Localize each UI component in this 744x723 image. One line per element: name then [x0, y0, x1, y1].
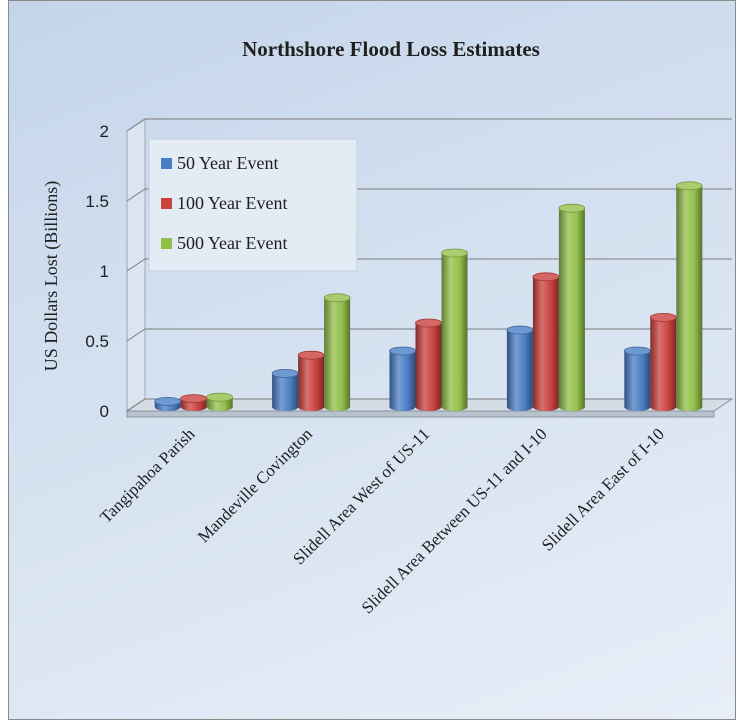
y-axis-label: US Dollars Lost (Billions) [41, 181, 62, 372]
bar [206, 392, 234, 411]
legend: 50 Year Event 100 Year Event 500 Year Even… [148, 138, 358, 272]
legend-box [148, 138, 358, 272]
bar [297, 350, 325, 411]
chart-title: Northshore Flood Loss Estimates [242, 37, 540, 61]
y-tick-label: 0.5 [85, 332, 109, 351]
y-axis-ticks: 0 0.5 1 1.5 2 [85, 122, 109, 421]
y-tick-label: 1.5 [85, 192, 109, 211]
gridline [126, 188, 732, 202]
chart-frame: Northshore Flood Loss Estimates 0 0.5 1 1.5… [8, 0, 736, 720]
bar [623, 346, 651, 411]
legend-item: 50 Year Event [161, 153, 279, 173]
y-tick-label: 1 [100, 262, 109, 281]
x-tick-label: Slidell Area West of US-11 [289, 424, 433, 568]
x-tick-label: Slidell Area East of I-10 [538, 424, 668, 554]
legend-item: 500 Year Event [161, 233, 288, 253]
bars [154, 181, 703, 411]
bar [323, 293, 351, 411]
bar [558, 203, 586, 411]
bar [415, 318, 442, 411]
flood-loss-chart: Northshore Flood Loss Estimates 0 0.5 1 1.5… [41, 37, 734, 617]
floor-edge [126, 410, 715, 418]
legend-swatch [161, 198, 172, 209]
bar [675, 181, 703, 411]
bar [441, 248, 468, 411]
bar [154, 396, 182, 411]
legend-label: 500 Year Event [177, 233, 288, 253]
bar [506, 325, 534, 411]
bar [180, 394, 208, 411]
bar [532, 272, 560, 411]
legend-label: 100 Year Event [177, 193, 288, 213]
gridline [126, 118, 732, 132]
bar [649, 312, 677, 411]
bar [271, 368, 299, 411]
legend-item: 100 Year Event [161, 193, 288, 213]
legend-label: 50 Year Event [177, 153, 279, 173]
x-tick-label: Tangipahoa Parish [96, 424, 199, 527]
x-tick-label: Mandeville Covington [194, 424, 316, 546]
gridline [126, 258, 732, 272]
y-tick-label: 0 [100, 402, 109, 421]
legend-swatch [161, 158, 172, 169]
y-tick-label: 2 [100, 122, 109, 141]
legend-swatch [161, 238, 172, 249]
bar [389, 346, 416, 411]
x-tick-label: Slidell Area Between US-11 and I-10 [358, 424, 551, 617]
